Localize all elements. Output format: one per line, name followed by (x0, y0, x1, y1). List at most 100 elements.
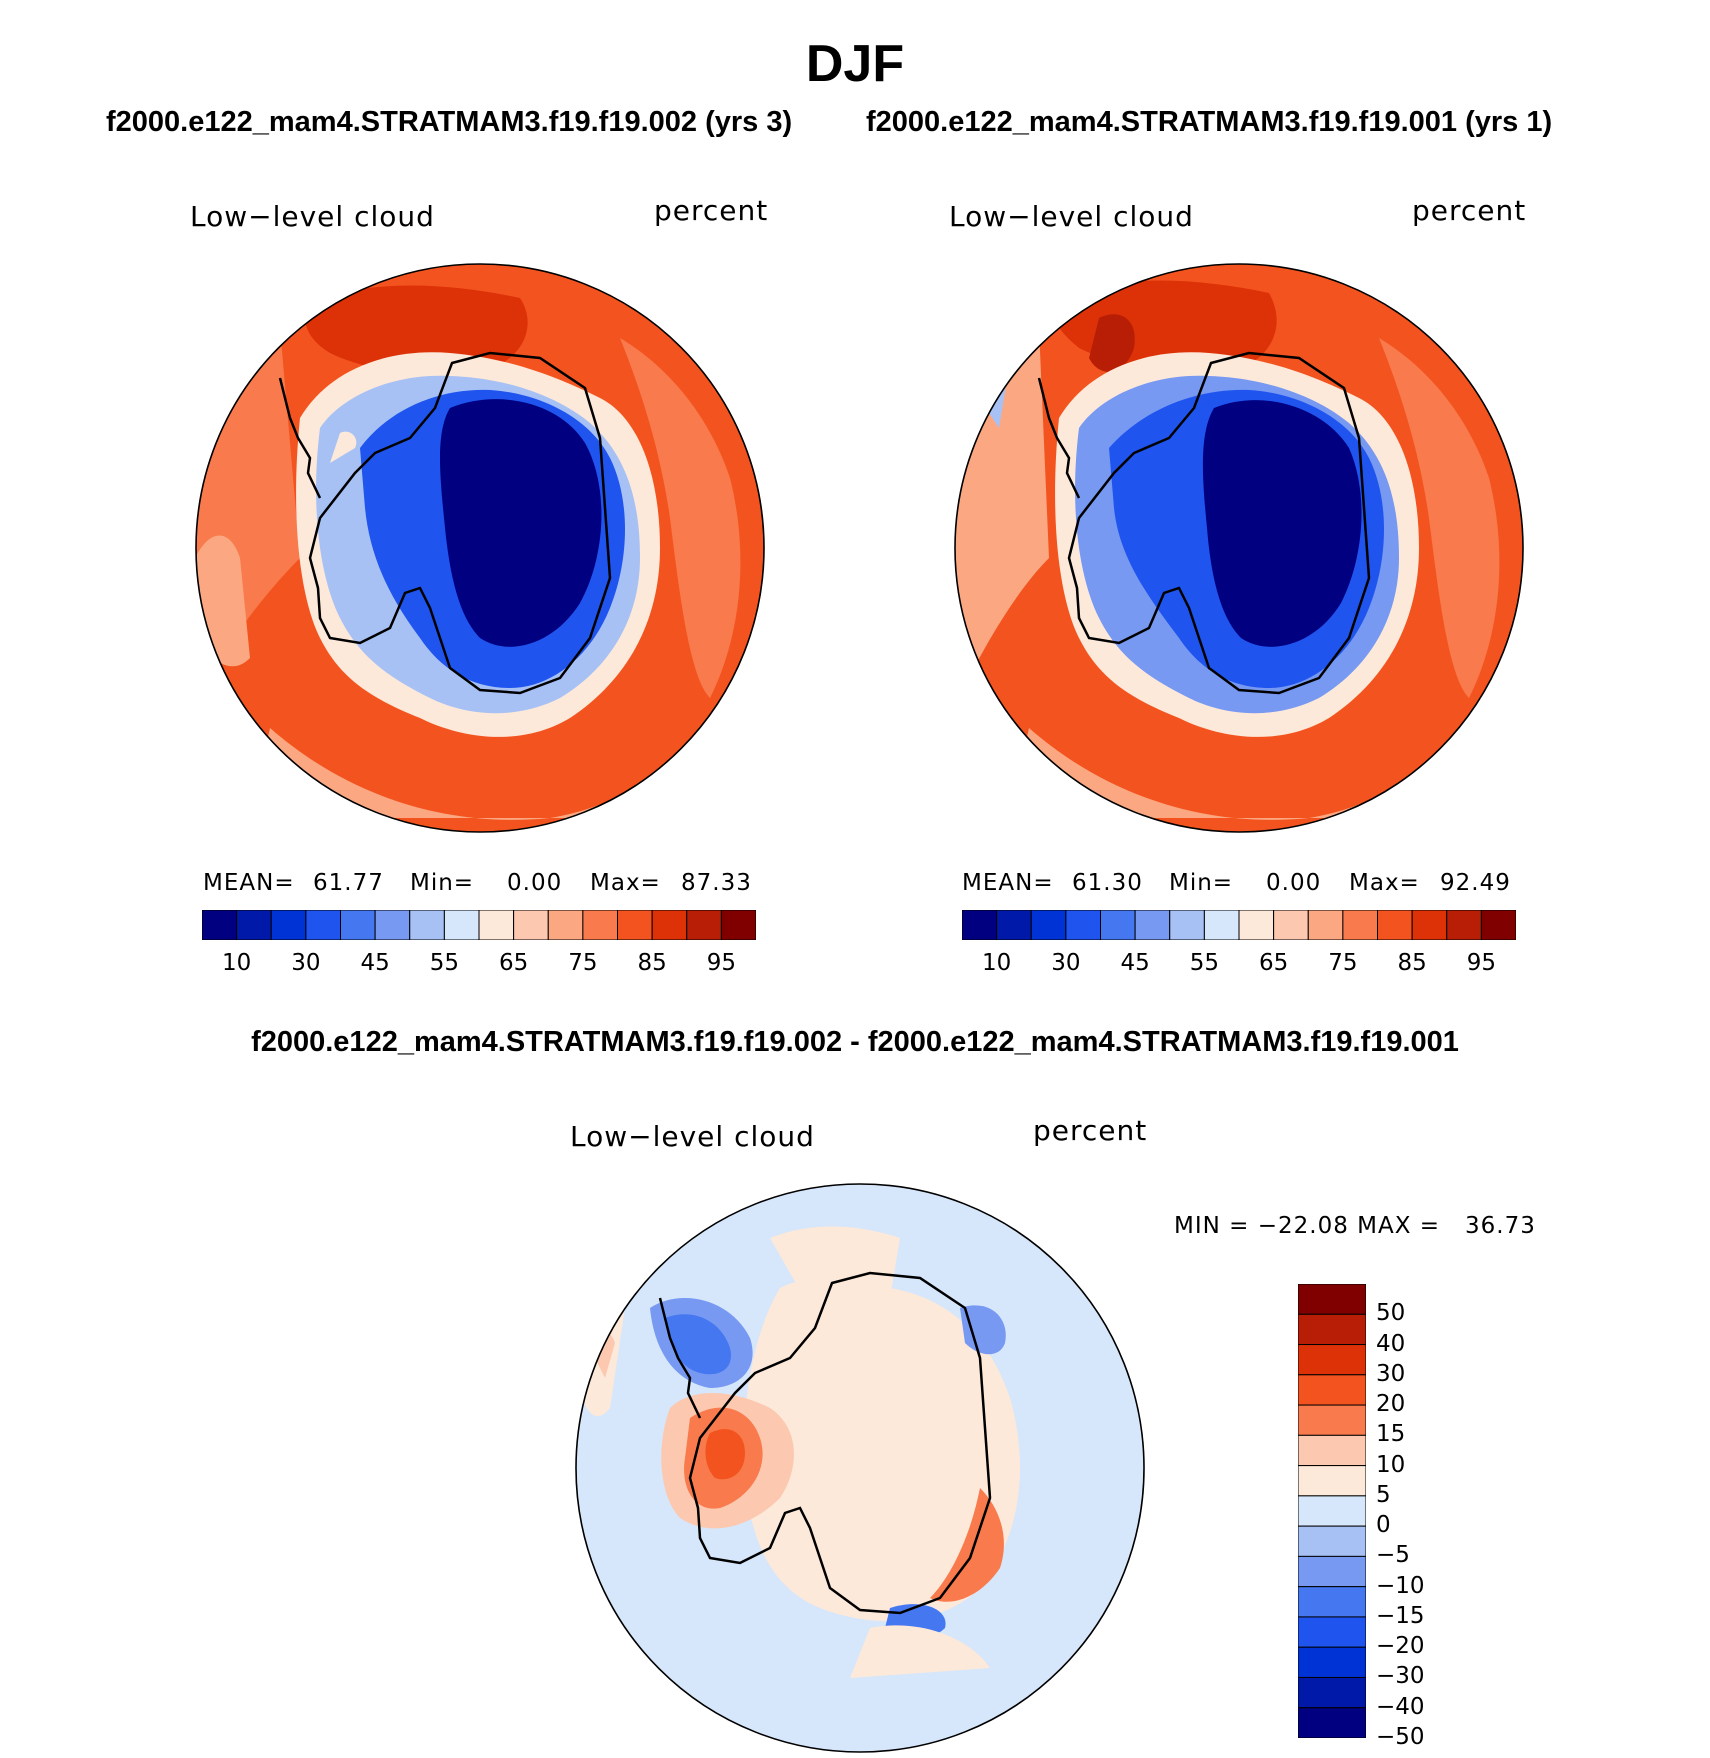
difference-units-label: percent (1033, 1114, 1148, 1147)
difference-colorbar-swatches (1298, 1284, 1366, 1738)
case2-colorbar-swatch (1446, 910, 1482, 940)
case1-max-label: Max= (590, 870, 661, 896)
case2-min-label: Min= (1169, 870, 1234, 896)
difference-colorbar-tick-label: 40 (1376, 1330, 1406, 1357)
difference-colorbar-swatch (1298, 1616, 1366, 1648)
case2-colorbar-labels: 10 30 45 55 65 75 85 95 (962, 950, 1516, 980)
case2-colorbar-swatches (962, 910, 1516, 940)
case1-colorbar-swatch (617, 910, 653, 940)
case1-colorbar-swatch (547, 910, 584, 940)
case2-colorbar-tick-label: 75 (1328, 950, 1358, 976)
case1-colorbar-tick-label: 75 (568, 950, 598, 976)
case2-colorbar-tick-label: 10 (981, 950, 1012, 976)
case2-colorbar-swatch (1273, 910, 1309, 940)
case1-colorbar-swatch (651, 910, 688, 940)
case1-colorbar-swatch (409, 910, 445, 940)
case1-colorbar-tick-label: 95 (706, 950, 737, 976)
case1-polar-map (195, 263, 765, 833)
difference-variable-label: Low−level cloud (570, 1120, 815, 1153)
case2-colorbar-swatch (1203, 910, 1240, 940)
difference-colorbar-tick-label: −10 (1376, 1572, 1425, 1599)
difference-title: f2000.e122_mam4.STRATMAM3.f19.f19.002 - … (251, 1026, 1459, 1058)
case2-variable-label: Low−level cloud (949, 200, 1194, 233)
case2-units-label: percent (1412, 194, 1527, 227)
case1-colorbar-swatch (202, 910, 238, 940)
case2-colorbar-swatch (1342, 910, 1378, 940)
case2-colorbar-tick-label: 65 (1258, 950, 1289, 976)
case2-colorbar-swatch (1377, 910, 1413, 940)
case1-colorbar-swatch (513, 910, 549, 940)
case2-colorbar-swatch (962, 910, 998, 940)
case2-colorbar-swatch (1238, 910, 1275, 940)
difference-colorbar-swatch (1298, 1434, 1366, 1467)
difference-colorbar-tick-label: 30 (1376, 1360, 1406, 1387)
case1-subtitle: f2000.e122_mam4.STRATMAM3.f19.f19.002 (y… (106, 106, 793, 138)
difference-colorbar-swatch (1298, 1465, 1366, 1497)
case2-colorbar-swatch (1030, 910, 1067, 940)
difference-colorbar-tick-label: 5 (1376, 1481, 1391, 1508)
case2-colorbar-tick-label: 45 (1120, 950, 1150, 976)
case1-colorbar-swatch (305, 910, 341, 940)
case1-colorbar-swatch (374, 910, 411, 940)
difference-colorbar-tick-label: −40 (1376, 1693, 1425, 1720)
difference-colorbar-labels: 50 40 30 20 15 10 5 0 −5 −10 −15 −20 −30 −40 −50 (1376, 1284, 1456, 1750)
case2-colorbar (962, 910, 1516, 940)
difference-colorbar-swatch (1298, 1374, 1366, 1406)
case1-colorbar-swatches (202, 910, 756, 940)
difference-colorbar-tick-label: −30 (1376, 1663, 1425, 1690)
difference-colorbar-swatch (1298, 1586, 1366, 1618)
case2-min-value: 0.00 (1266, 870, 1322, 896)
case2-colorbar-swatch (1065, 910, 1101, 940)
difference-colorbar-tick-label: −15 (1376, 1602, 1425, 1629)
case2-colorbar-tick-label: 55 (1189, 950, 1220, 976)
figure-title: DJF (805, 35, 905, 93)
case1-colorbar-swatch (582, 910, 618, 940)
difference-colorbar (1298, 1284, 1366, 1738)
case2-colorbar-swatch (1307, 910, 1344, 940)
case2-colorbar-tick-label: 95 (1466, 950, 1497, 976)
difference-colorbar-swatch (1298, 1344, 1366, 1376)
difference-colorbar-tick-label: −50 (1376, 1724, 1425, 1750)
case1-colorbar-tick-label: 55 (429, 950, 460, 976)
difference-colorbar-tick-label: 15 (1376, 1421, 1406, 1448)
difference-colorbar-tick-label: 10 (1376, 1451, 1406, 1478)
case2-max-value: 92.49 (1440, 870, 1511, 896)
case1-colorbar (202, 910, 756, 940)
case2-subtitle: f2000.e122_mam4.STRATMAM3.f19.f19.001 (y… (866, 106, 1553, 138)
case1-min-value: 0.00 (507, 870, 563, 896)
difference-colorbar-tick-label: 0 (1376, 1512, 1391, 1539)
case2-mean-value: 61.30 (1072, 870, 1143, 896)
case2-colorbar-swatch (1480, 910, 1516, 940)
case1-colorbar-tick-label: 65 (498, 950, 529, 976)
difference-colorbar-swatch (1298, 1555, 1366, 1588)
case1-min-label: Min= (410, 870, 475, 896)
case2-colorbar-swatch (996, 910, 1032, 940)
difference-colorbar-tick-label: 20 (1376, 1391, 1406, 1418)
difference-colorbar-swatch (1298, 1313, 1366, 1346)
case1-colorbar-labels: 10 30 45 55 65 75 85 95 (202, 950, 756, 980)
case1-colorbar-tick-label: 85 (637, 950, 667, 976)
case2-colorbar-swatch (1169, 910, 1205, 940)
case1-colorbar-swatch (686, 910, 722, 940)
case1-colorbar-tick-label: 30 (291, 950, 321, 976)
difference-colorbar-swatch (1298, 1404, 1366, 1436)
case1-colorbar-swatch (340, 910, 376, 940)
case1-variable-label: Low−level cloud (190, 200, 435, 233)
case2-colorbar-tick-label: 30 (1051, 950, 1081, 976)
case1-colorbar-swatch (443, 910, 480, 940)
difference-colorbar-swatch (1298, 1707, 1366, 1738)
case1-mean-label: MEAN= (203, 870, 295, 896)
case2-polar-map (954, 263, 1524, 833)
case2-colorbar-swatch (1100, 910, 1136, 940)
case2-colorbar-swatch (1134, 910, 1171, 940)
case1-max-value: 87.33 (681, 870, 752, 896)
case1-colorbar-swatch (270, 910, 307, 940)
difference-colorbar-swatch (1298, 1525, 1366, 1557)
difference-colorbar-tick-label: −5 (1376, 1542, 1410, 1569)
case1-units-label: percent (654, 194, 769, 227)
case1-mean-value: 61.77 (313, 870, 384, 896)
case1-colorbar-tick-label: 10 (221, 950, 252, 976)
difference-colorbar-swatch (1298, 1495, 1366, 1527)
case2-colorbar-swatch (1411, 910, 1448, 940)
case1-colorbar-tick-label: 45 (360, 950, 390, 976)
